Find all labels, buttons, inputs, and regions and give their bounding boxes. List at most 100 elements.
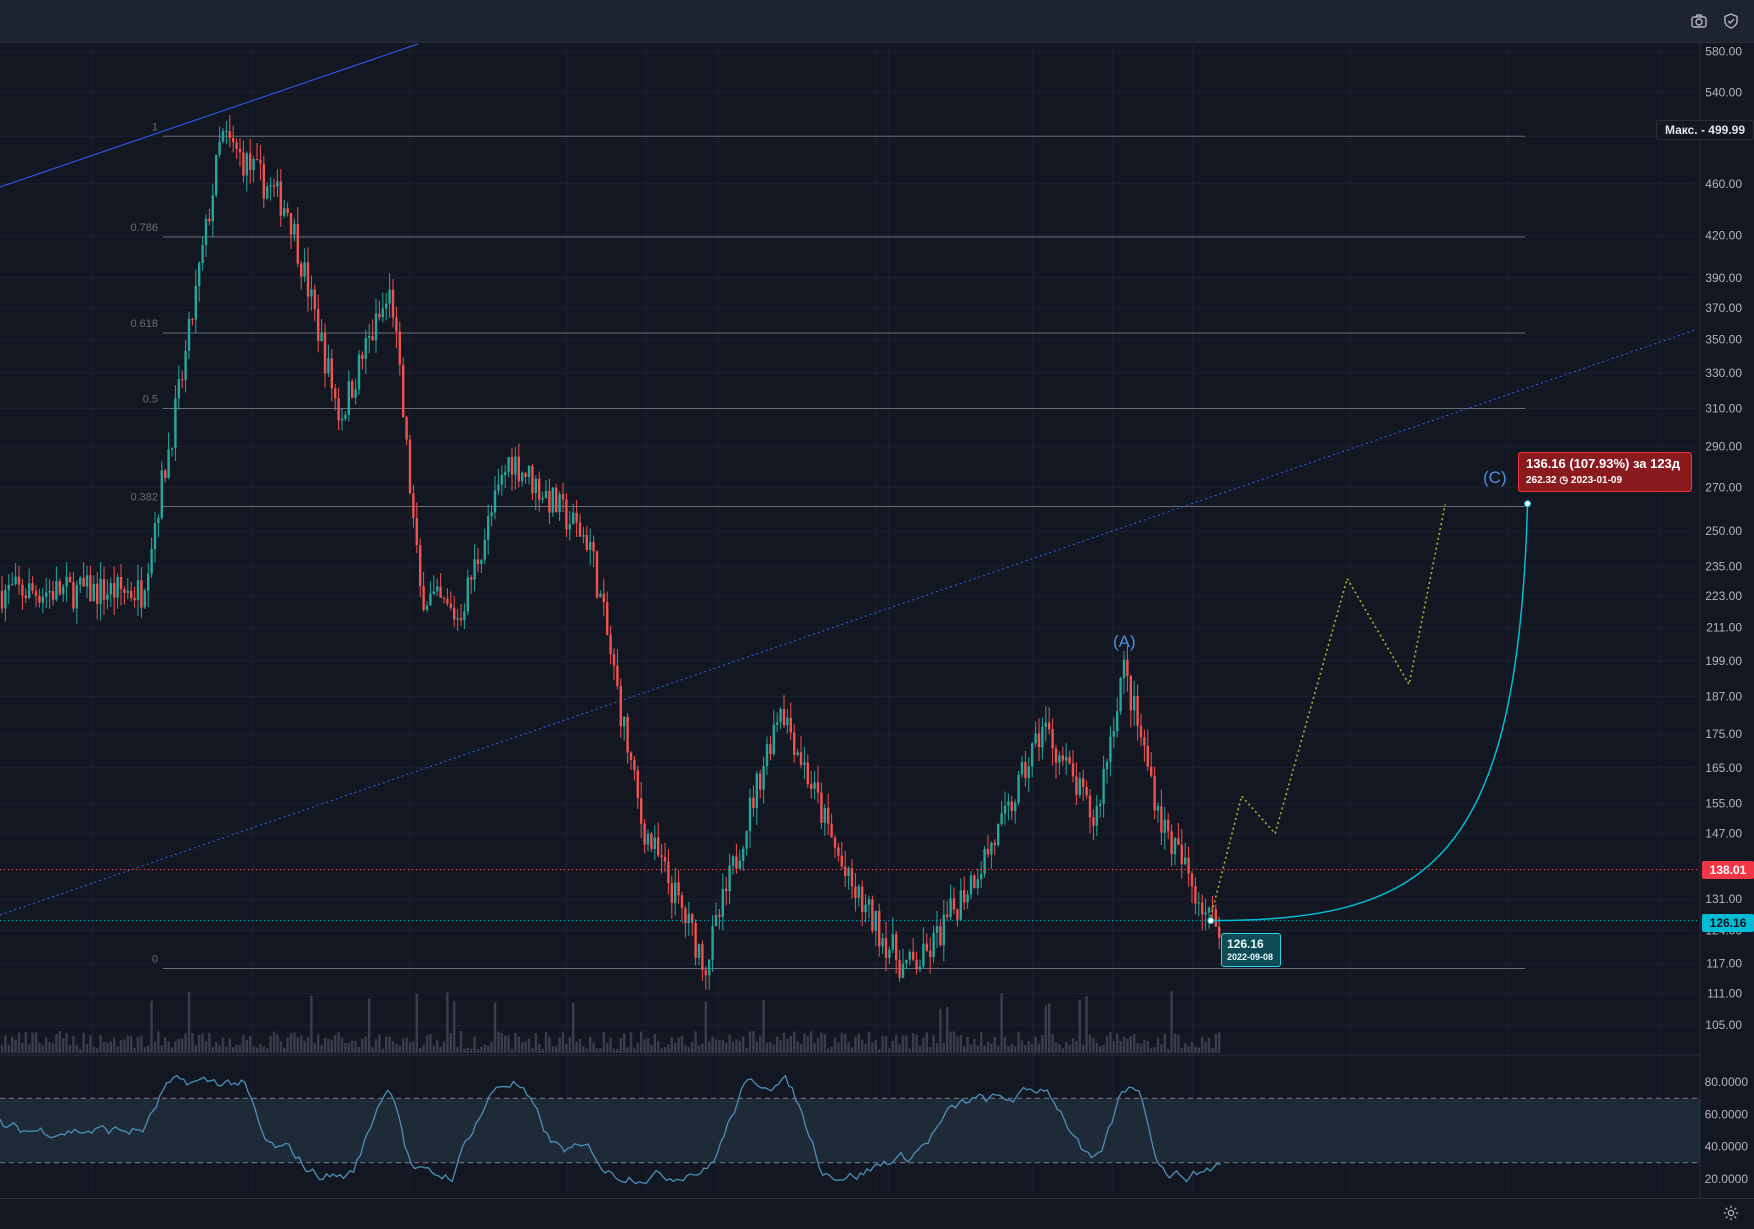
volume-bar [174, 1041, 177, 1053]
candle-body [157, 517, 160, 524]
volume-bar [946, 1006, 949, 1053]
volume-bar [140, 1035, 143, 1053]
price-tick-label: 105.00 [1705, 1018, 1742, 1032]
fib-levels: 1 0.786 0.618 0.5 0.382 0 [130, 121, 1525, 969]
candle-body [1119, 678, 1122, 712]
volume-bar [1122, 1036, 1126, 1053]
rsi-tick-label: 20.0000 [1705, 1172, 1749, 1186]
volume-bar [881, 1036, 884, 1053]
candle-body [708, 959, 711, 976]
volume-bar [1088, 1034, 1092, 1053]
price-tick-label: 330.00 [1705, 366, 1742, 380]
volume-bar [565, 1044, 568, 1053]
max-price-tag: Макс. - 499.99 [1655, 120, 1754, 140]
candle-body [453, 607, 456, 620]
volume-bar [262, 1046, 265, 1053]
volume-bar [68, 1044, 72, 1053]
fib-label: 0 [152, 953, 158, 965]
volume-bar [844, 1033, 847, 1053]
volume-bar [1156, 1037, 1160, 1053]
candle-body [1020, 762, 1024, 775]
price-axis[interactable]: 580.00 540.00 460.00 420.00 390.00 370.00 350.… [1699, 42, 1749, 1198]
candle-body [361, 354, 364, 360]
volume-bar [589, 1036, 592, 1053]
camera-icon[interactable] [1690, 12, 1708, 30]
candle-body [504, 472, 507, 475]
volume-bar [266, 1048, 269, 1053]
volume-bar [391, 1041, 395, 1053]
candle-body [578, 522, 582, 537]
candle-body [1078, 778, 1081, 795]
candle-body [1102, 769, 1105, 804]
candle-body [357, 354, 361, 390]
gear-icon[interactable] [1722, 1204, 1740, 1222]
candle-body [208, 218, 211, 222]
candle-body [939, 926, 942, 946]
candle-body [405, 417, 408, 440]
volume-bar [1153, 1047, 1156, 1053]
volume-bar [167, 1041, 170, 1053]
volume-bar [517, 1036, 520, 1053]
candle-body [28, 583, 31, 599]
volume-bar [187, 991, 191, 1053]
candle-body [833, 837, 837, 848]
candle-body [704, 969, 707, 976]
volume-bar [28, 1044, 31, 1053]
candle-body [259, 159, 262, 164]
candle-body [1068, 756, 1071, 764]
candle-body [1184, 857, 1187, 865]
volume-bar [1187, 1046, 1190, 1053]
candle-body [327, 358, 330, 374]
candle-body [136, 580, 140, 601]
volume-bar [238, 1044, 242, 1053]
candle-body [1180, 844, 1183, 865]
candle-body [419, 545, 422, 587]
price-tick-label: 350.00 [1705, 332, 1742, 346]
volume-bar [643, 1039, 646, 1053]
volume-bar [840, 1032, 843, 1053]
volume-bar [1092, 1038, 1095, 1053]
candle-body [55, 581, 58, 600]
volume-bar [786, 1038, 789, 1053]
volume-bar [823, 1034, 826, 1053]
candle-body [1218, 926, 1221, 938]
volume-bar [1017, 1031, 1020, 1053]
candle-body [51, 590, 55, 600]
candle-body [385, 303, 388, 309]
projection-target-label[interactable]: 136.16 (107.93%) за 123д 262.32 ◷ 2023-0… [1518, 452, 1692, 492]
candle-body [871, 899, 874, 932]
candle-body [895, 934, 898, 960]
candle-body [1075, 776, 1078, 795]
candle-body [378, 313, 381, 318]
candle-body [422, 586, 425, 610]
candle-body [898, 959, 901, 978]
candle-body [636, 770, 639, 799]
candle-body [412, 493, 415, 519]
candle-body [14, 576, 17, 585]
candle-body [697, 944, 701, 958]
candle-body [1163, 819, 1166, 833]
candle-body [986, 848, 990, 855]
volume-bar [986, 1041, 990, 1053]
volume-bar [956, 1036, 959, 1053]
volume-bar [184, 1033, 187, 1053]
shield-check-icon[interactable] [1722, 12, 1740, 30]
volume-bar [925, 1032, 928, 1053]
volume-bar [0, 1045, 4, 1053]
candle-body [4, 589, 7, 609]
projection-start-label[interactable]: 126.16 2022-09-08 [1221, 933, 1281, 967]
candle-body [408, 439, 412, 494]
volume-bar [674, 1043, 677, 1053]
volume-bar [735, 1039, 738, 1053]
toolbar-icons [1690, 12, 1740, 30]
volume-bar [429, 1034, 432, 1053]
volume-bar [1180, 1048, 1183, 1053]
volume-bar [310, 995, 313, 1053]
volume-bar [854, 1036, 857, 1053]
candle-body [187, 319, 191, 351]
candle-body [762, 766, 765, 790]
low-price-tag: 126.16 [1702, 914, 1754, 932]
candle-body [266, 186, 269, 199]
volume-bar [878, 1048, 881, 1053]
